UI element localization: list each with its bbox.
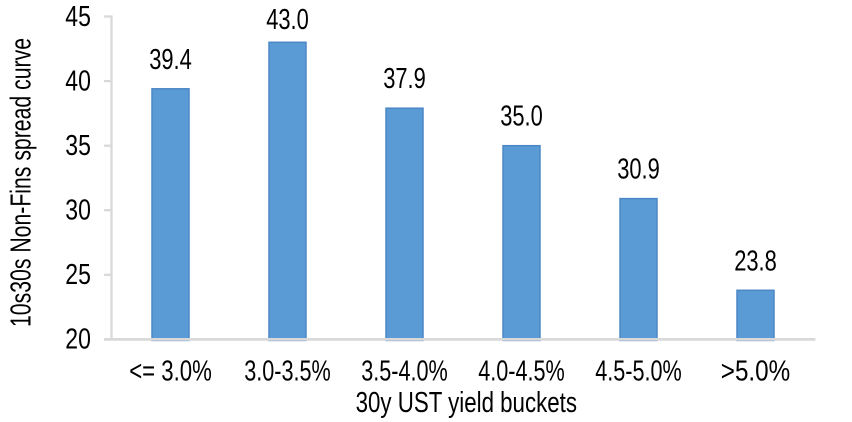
svg-text:39.4: 39.4 [149, 44, 192, 76]
svg-text:<= 3.0%: <= 3.0% [129, 356, 212, 388]
svg-text:3.0-3.5%: 3.0-3.5% [244, 356, 331, 388]
svg-text:20: 20 [65, 324, 91, 356]
svg-text:30: 30 [65, 195, 91, 227]
svg-text:40: 40 [65, 65, 91, 97]
svg-text:4.0-4.5%: 4.0-4.5% [478, 356, 565, 388]
svg-text:10s30s Non-Fins spread curve: 10s30s Non-Fins spread curve [6, 38, 38, 327]
svg-text:30.9: 30.9 [617, 154, 660, 186]
svg-text:23.8: 23.8 [734, 245, 777, 277]
svg-text:35: 35 [65, 130, 91, 162]
svg-text:37.9: 37.9 [383, 63, 426, 95]
svg-text:4.5-5.0%: 4.5-5.0% [595, 356, 682, 388]
svg-text:43.0: 43.0 [266, 4, 309, 36]
svg-text:35.0: 35.0 [500, 101, 543, 133]
svg-text:30y UST yield buckets: 30y UST yield buckets [356, 387, 577, 419]
svg-text:25: 25 [65, 259, 91, 291]
svg-text:45: 45 [65, 1, 91, 33]
svg-text:>5.0%: >5.0% [721, 356, 790, 388]
svg-text:3.5-4.0%: 3.5-4.0% [361, 356, 448, 388]
